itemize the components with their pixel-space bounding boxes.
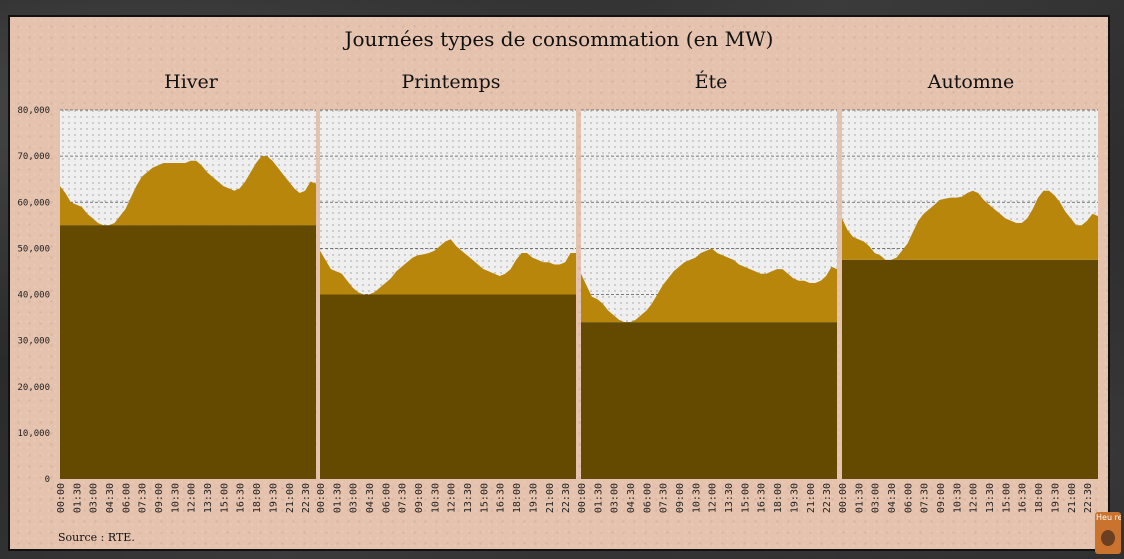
x-tick-label: 09:00 — [414, 483, 425, 513]
y-tick-label: 60,000 — [17, 198, 50, 208]
x-tick-label: 16:30 — [757, 483, 768, 513]
x-tick-label: 01:30 — [854, 483, 865, 513]
x-tick-label: 18:00 — [252, 483, 263, 513]
y-tick-label: 70,000 — [17, 152, 50, 162]
x-tick-label: 22:30 — [561, 483, 572, 513]
x-tick-label: 13:30 — [985, 483, 996, 513]
season-label-ete: Éte — [694, 71, 728, 93]
x-tick-label: 13:30 — [203, 483, 214, 513]
x-tick-label: 03:00 — [610, 483, 621, 513]
series-base-area — [842, 259, 1098, 479]
x-tick-label: 19:30 — [789, 483, 800, 513]
series-base-area — [320, 294, 576, 479]
x-tick-label: 10:30 — [691, 483, 702, 513]
x-tick-label: 12:00 — [187, 483, 198, 513]
y-tick-label: 10,000 — [17, 429, 50, 439]
x-tick-label: 12:00 — [708, 483, 719, 513]
x-tick-label: 16:30 — [496, 483, 507, 513]
avatar-face-icon — [1101, 530, 1115, 546]
x-tick-label: 16:30 — [1018, 483, 1029, 513]
x-tick-label: 18:00 — [1034, 483, 1045, 513]
season-label-hiver: Hiver — [164, 71, 218, 93]
x-tick-label: 03:00 — [349, 483, 360, 513]
season-label-printemps: Printemps — [401, 71, 501, 93]
x-tick-label: 21:00 — [1067, 483, 1078, 513]
series-base-area — [581, 322, 837, 479]
x-tick-label: 21:00 — [806, 483, 817, 513]
x-tick-label: 04:30 — [365, 483, 376, 513]
x-tick-label: 10:30 — [430, 483, 441, 513]
x-tick-label: 22:30 — [1083, 483, 1094, 513]
x-tick-label: 07:30 — [920, 483, 931, 513]
x-tick-label: 22:30 — [822, 483, 833, 513]
chart-title: Journées types de consommation (en MW) — [344, 27, 774, 51]
x-tick-label: 21:00 — [545, 483, 556, 513]
panel-2: 00:00 01:30 03:00 04:30 06:00 07:30 09:00 10:30… — [316, 109, 576, 513]
channel-avatar[interactable]: Heu re — [1095, 512, 1121, 554]
x-tick-label: 12:00 — [447, 483, 458, 513]
x-tick-label: 01:30 — [332, 483, 343, 513]
y-tick-label: 80,000 — [17, 106, 50, 116]
x-tick-label: 15:00 — [219, 483, 230, 513]
x-tick-label: 13:30 — [724, 483, 735, 513]
x-tick-label: 06:00 — [121, 483, 132, 513]
x-tick-label: 09:00 — [675, 483, 686, 513]
x-tick-label: 15:00 — [740, 483, 751, 513]
x-tick-label: 00:00 — [577, 483, 588, 513]
x-tick-label: 18:00 — [773, 483, 784, 513]
x-tick-label: 09:00 — [936, 483, 947, 513]
x-tick-label: 09:00 — [154, 483, 165, 513]
panel-4: 00:00 01:30 03:00 04:30 06:00 07:30 09:00 10:30… — [838, 109, 1098, 513]
y-tick-label: 50,000 — [17, 244, 50, 254]
x-tick-label: 06:00 — [381, 483, 392, 513]
x-tick-label: 16:30 — [236, 483, 247, 513]
x-tick-label: 19:30 — [268, 483, 279, 513]
x-tick-label: 07:30 — [398, 483, 409, 513]
x-tick-label: 04:30 — [626, 483, 637, 513]
chart-panels: 00:00 01:30 03:00 04:30 06:00 07:30 09:00 10:30… — [56, 109, 1098, 513]
x-tick-label: 00:00 — [316, 483, 327, 513]
x-tick-label: 13:30 — [463, 483, 474, 513]
panel-1: 00:00 01:30 03:00 04:30 06:00 07:30 09:00 10:30… — [56, 109, 316, 513]
x-tick-label: 10:30 — [952, 483, 963, 513]
x-tick-label: 19:30 — [528, 483, 539, 513]
x-tick-label: 10:30 — [170, 483, 181, 513]
x-tick-label: 06:00 — [642, 483, 653, 513]
x-tick-label: 21:00 — [285, 483, 296, 513]
avatar-text: Heu re — [1096, 513, 1121, 522]
x-tick-label: 07:30 — [659, 483, 670, 513]
x-tick-label: 12:00 — [969, 483, 980, 513]
x-tick-label: 07:30 — [138, 483, 149, 513]
x-tick-label: 03:00 — [89, 483, 100, 513]
x-tick-label: 03:00 — [871, 483, 882, 513]
y-tick-label: 40,000 — [17, 291, 50, 301]
season-label-automne: Automne — [927, 71, 1015, 93]
y-tick-label: 30,000 — [17, 337, 50, 347]
x-tick-label: 04:30 — [105, 483, 116, 513]
series-variable-area — [320, 239, 576, 295]
x-tick-label: 01:30 — [593, 483, 604, 513]
x-tick-label: 04:30 — [887, 483, 898, 513]
y-axis: 0 10,000 20,000 30,000 40,000 50,000 60,000 70,… — [17, 106, 50, 485]
series-base-area — [60, 225, 316, 479]
series-variable-area — [581, 248, 837, 323]
y-tick-label: 20,000 — [17, 383, 50, 393]
series-variable-area — [842, 190, 1098, 260]
x-tick-label: 15:00 — [1001, 483, 1012, 513]
x-tick-label: 22:30 — [301, 483, 312, 513]
x-tick-label: 06:00 — [903, 483, 914, 513]
x-tick-label: 00:00 — [838, 483, 849, 513]
x-tick-label: 15:00 — [479, 483, 490, 513]
y-tick-label: 0 — [45, 475, 50, 485]
x-tick-label: 18:00 — [512, 483, 523, 513]
x-tick-label: 00:00 — [56, 483, 67, 513]
source-note: Source : RTE. — [58, 531, 135, 544]
panel-3: 00:00 01:30 03:00 04:30 06:00 07:30 09:00 10:30… — [577, 109, 837, 513]
series-variable-area — [60, 156, 316, 226]
x-tick-label: 01:30 — [72, 483, 83, 513]
x-tick-label: 19:30 — [1050, 483, 1061, 513]
